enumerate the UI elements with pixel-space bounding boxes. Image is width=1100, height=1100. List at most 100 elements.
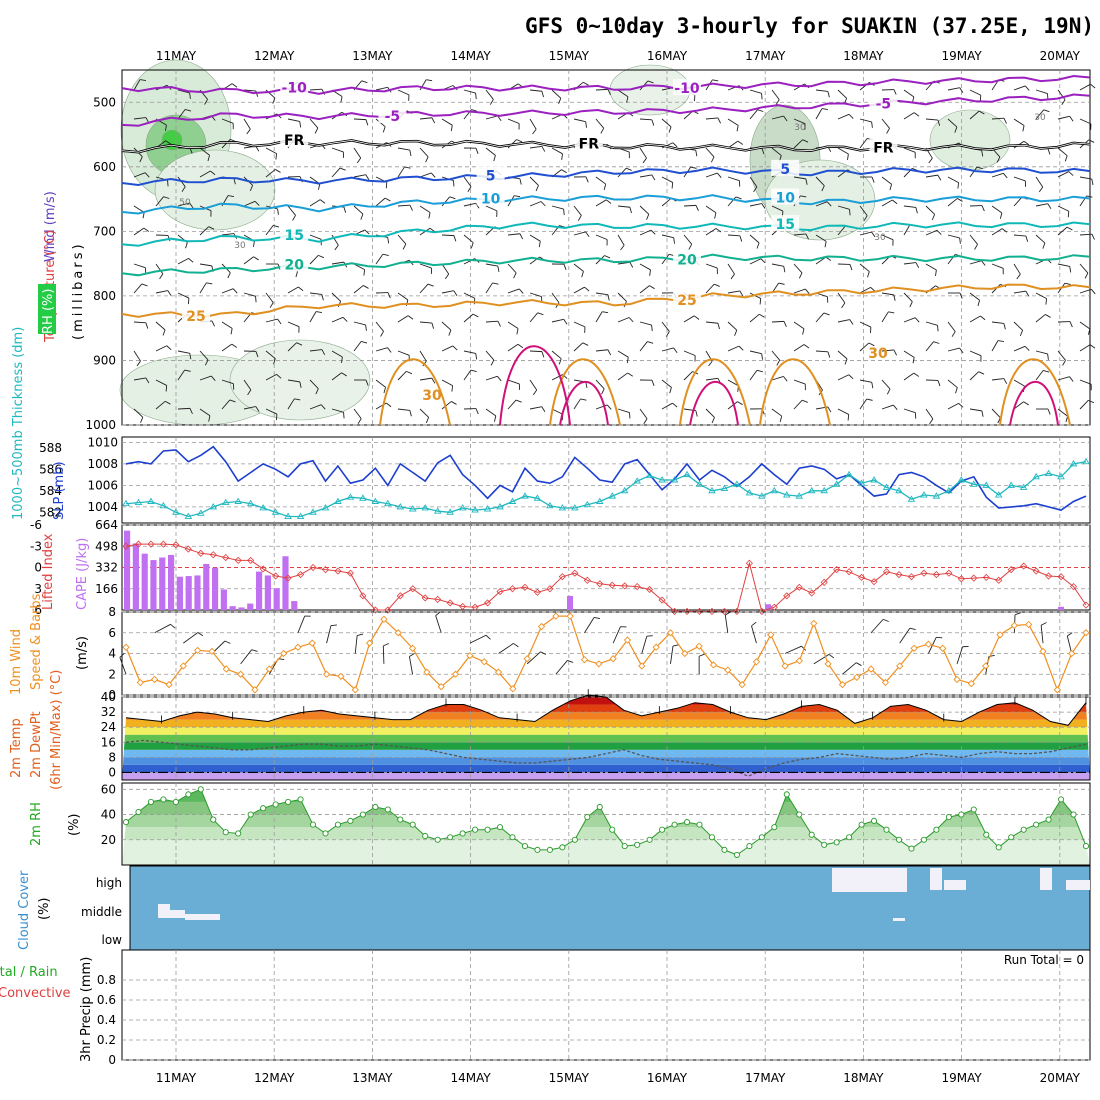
- upper-wind-barb: [815, 234, 827, 242]
- wind10-barb: [751, 625, 757, 644]
- rh2m-marker: [871, 817, 878, 824]
- wind10-barb: [154, 623, 171, 634]
- upper-wind-barb: [617, 261, 630, 265]
- upper-wind-barb: [837, 225, 846, 236]
- wind10-marker: [179, 662, 187, 670]
- upper-wind-barb: [573, 118, 586, 123]
- upper-wind-barb: [490, 359, 495, 366]
- upper-wind-barb: [893, 349, 898, 356]
- upper-wind-barb: [1023, 401, 1029, 406]
- upper-wind-barb: [497, 115, 502, 121]
- upper-wind-barb: [227, 195, 234, 197]
- rh2m-marker: [733, 851, 740, 858]
- upper-wind-barb: [185, 242, 188, 249]
- wind10-barb: [119, 657, 127, 675]
- upper-wind-barb: [629, 207, 632, 214]
- upper-wind-barb: [859, 379, 872, 383]
- wind10-marker: [1039, 647, 1047, 656]
- wind10-barb: [224, 640, 231, 644]
- rh2m-panel: 20 40 60: [101, 782, 1091, 866]
- wind10-barb: [409, 653, 415, 657]
- upper-wind-barb: [463, 89, 476, 94]
- upper-wind-barb: [1057, 171, 1069, 178]
- upper-wind-barb: [563, 319, 568, 325]
- contour-label: 15: [284, 228, 303, 244]
- cape-axis-label: CAPE (J/kg): [75, 538, 90, 610]
- upper-wind-barb: [661, 234, 674, 239]
- li-marker: [795, 583, 803, 591]
- temperature-contour-30: [549, 358, 621, 426]
- upper-wind-barb: [1079, 233, 1093, 236]
- slp-tick-label: 1004: [87, 500, 118, 514]
- upper-wind-barb: [419, 408, 429, 418]
- wind10-barb: [513, 643, 519, 648]
- upper-wind-barb: [582, 81, 589, 86]
- upper-wind-barb: [959, 87, 964, 94]
- upper-wind-barb: [717, 172, 722, 178]
- upper-wind-barb: [364, 229, 370, 235]
- upper-wind-barb: [673, 237, 675, 244]
- slp-axis-label: SLP (mb): [52, 461, 67, 520]
- upper-wind-barb: [889, 184, 893, 191]
- rh2m-marker: [908, 845, 915, 852]
- upper-wind-barb: [136, 360, 141, 367]
- upper-wind-barb: [227, 272, 231, 279]
- rh2m-marker: [995, 844, 1002, 851]
- li-marker: [646, 585, 654, 594]
- upper-wind-barb: [397, 315, 409, 323]
- upper-wind-barb: [269, 302, 274, 308]
- upper-wind-barb: [221, 379, 234, 385]
- wind10-marker: [308, 639, 316, 647]
- upper-wind-barb: [837, 319, 850, 323]
- upper-wind-barb: [331, 408, 344, 413]
- upper-wind-barb: [991, 378, 1004, 381]
- upper-wind-barb: [903, 205, 916, 208]
- rh2m-marker: [122, 819, 130, 826]
- upper-wind-barb: [177, 292, 190, 299]
- upper-wind-barb: [947, 176, 959, 184]
- rh2m-marker: [1045, 816, 1052, 823]
- upper-wind-barb: [606, 199, 612, 204]
- upper-wind-barb: [1022, 125, 1025, 132]
- upper-wind-barb: [243, 256, 254, 265]
- li-marker: [957, 575, 965, 583]
- wind10-barb: [170, 623, 176, 629]
- upper-wind-barb: [199, 170, 211, 178]
- upper-wind-barb: [863, 215, 868, 221]
- thickness-marker: [321, 504, 330, 511]
- upper-wind-barb: [793, 399, 803, 410]
- upper-wind-barb: [969, 350, 982, 357]
- upper-wind-barb: [353, 341, 362, 352]
- upper-wind-barb: [463, 369, 472, 381]
- upper-wind-barb: [507, 233, 520, 236]
- upper-wind-barb: [727, 345, 740, 352]
- upper-wind-barb: [133, 350, 141, 362]
- upper-wind-barb: [673, 347, 678, 353]
- cape-bar: [238, 607, 245, 610]
- li-marker: [895, 571, 903, 579]
- wind10-barb: [899, 627, 911, 644]
- li-marker: [671, 607, 679, 615]
- rh2m-marker: [372, 803, 379, 811]
- upper-wind-barb: [321, 294, 324, 301]
- upper-wind-barb: [708, 361, 713, 367]
- upper-wind-barb: [928, 157, 933, 164]
- cloud-cell: [893, 918, 905, 921]
- upper-wind-barb: [1013, 379, 1025, 387]
- cape-tick-label: 166: [95, 582, 118, 596]
- upper-wind-barb: [1013, 263, 1021, 275]
- pressure-tick-label: 900: [93, 353, 116, 367]
- upper-wind-barb: [1091, 233, 1095, 240]
- upper-wind-barb: [1079, 263, 1089, 274]
- rh-bands: [122, 789, 1090, 865]
- upper-wind-barb: [727, 118, 739, 126]
- upper-wind-barb: [247, 389, 252, 396]
- upper-wind-barb: [771, 350, 781, 361]
- upper-wind-barb: [1003, 117, 1007, 124]
- upper-wind-barb: [892, 199, 898, 205]
- upper-wind-barb: [626, 96, 629, 103]
- upper-wind-barb: [133, 377, 146, 381]
- upper-wind-barb: [451, 401, 457, 405]
- rh-shading-label: 30: [874, 233, 886, 243]
- upper-wind-barb: [793, 233, 806, 236]
